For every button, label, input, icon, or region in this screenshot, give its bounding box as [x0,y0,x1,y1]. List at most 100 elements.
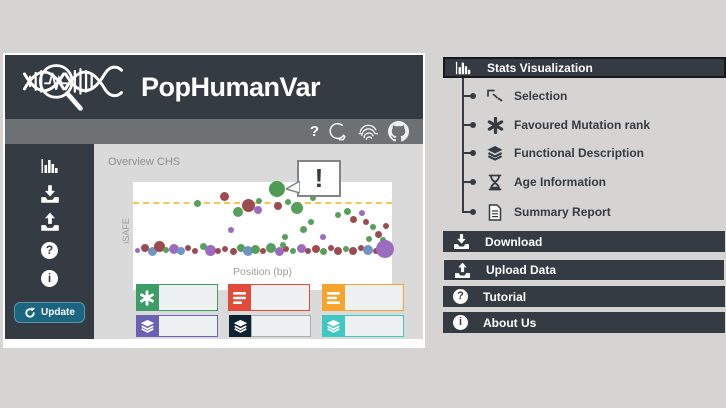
scatter-dot[interactable] [291,202,303,214]
scatter-dot[interactable] [328,245,334,251]
asterisk-tile-button[interactable] [136,284,158,311]
scatter-dot[interactable] [233,207,243,217]
menu-item-age-information[interactable]: Age Information [443,172,726,192]
callout-tail [286,181,300,193]
scatter-dot[interactable] [199,242,207,250]
scatter-dot[interactable] [204,244,216,256]
github-icon[interactable] [388,121,409,143]
scatter-dot[interactable] [335,212,341,218]
refresh-icon [25,306,36,318]
scatter-dot[interactable] [280,242,286,248]
layers-tile-button[interactable] [322,315,344,337]
scatter-dot[interactable] [256,198,262,204]
scatter-dot[interactable] [359,210,365,216]
filter-input[interactable] [344,284,404,311]
scatter-dot[interactable] [153,240,165,252]
scatter-dot[interactable] [222,246,228,252]
scatter-dot[interactable] [349,247,357,255]
scatter-dot[interactable] [343,246,349,252]
dna-magnifier-logo-icon [22,64,124,111]
layers-tile-button[interactable] [136,315,158,337]
scatter-dot[interactable] [366,236,372,242]
menu-bar-label: About Us [483,315,537,330]
scatter-dot[interactable] [241,198,255,212]
bullet-icon [470,179,476,185]
scatter-dot[interactable] [274,246,284,256]
scatter-dot[interactable] [349,215,357,223]
scatter-dot[interactable] [334,247,342,255]
scatter-dot[interactable] [193,199,201,207]
sidebar-item-info[interactable]: i [37,268,63,288]
scatter-dot[interactable] [192,248,198,254]
app-toolbar: ? [5,119,423,144]
scatter-dot[interactable] [215,248,221,254]
scatter-dot[interactable] [343,207,351,215]
scatter-dot[interactable] [370,224,376,230]
scatter-dot[interactable] [383,223,389,229]
scatter-dot[interactable] [229,247,237,255]
menu-bar-upload-data[interactable]: Upload Data [443,259,725,281]
list-tile-button[interactable] [322,284,344,311]
scatter-dot[interactable] [283,246,289,252]
scatter-dot[interactable] [320,234,326,240]
scatter-dot[interactable] [141,244,149,252]
menu-item-favoured-mutation-rank[interactable]: Favoured Mutation rank [443,115,726,135]
scatter-dot[interactable] [299,225,307,233]
scatter-dot[interactable] [285,199,291,205]
asterisk-icon [140,289,154,306]
scatter-dot[interactable] [305,248,311,254]
menu-bar-tutorial[interactable]: ? Tutorial [443,286,725,307]
scatter-dot[interactable] [374,230,382,238]
scatter-dot[interactable] [134,247,140,253]
scatter-dot[interactable] [185,245,191,251]
menu-item-selection[interactable]: Selection [443,86,726,106]
scatter-dot[interactable] [243,246,253,256]
scatter-dot[interactable] [266,243,276,253]
scatter-dot[interactable] [147,246,157,256]
menu-bar-about-us[interactable]: i About Us [443,312,725,333]
help-button[interactable]: ? [310,121,319,143]
scatter-dot[interactable] [290,248,296,254]
scatter-dot[interactable] [358,245,364,251]
scatter-dot[interactable] [296,243,306,253]
sidebar-item-stats[interactable] [37,156,63,176]
filter-input[interactable] [251,315,311,337]
profile-head-icon[interactable] [329,121,348,143]
fingerprint-icon[interactable] [358,121,378,143]
filter-group-asterisk [136,284,218,311]
scatter-dot[interactable] [250,244,260,254]
update-button[interactable]: Update [14,302,85,323]
layers-tile-button[interactable] [229,315,251,337]
scatter-dot[interactable] [363,219,369,225]
menu-item-functional-description[interactable]: Functional Description [443,143,726,163]
scatter-dot[interactable] [237,244,245,252]
highlighted-scatter-dot[interactable] [269,181,285,197]
scatter-dot[interactable] [219,191,229,201]
filter-input[interactable] [250,284,310,311]
scatter-dot[interactable] [169,244,179,254]
menu-bar-download[interactable]: Download [443,231,725,252]
filter-input[interactable] [344,315,404,337]
scatter-dot[interactable] [376,240,394,258]
scatter-dot[interactable] [274,202,282,210]
scatter-dot[interactable] [163,247,169,253]
menu-stats-visualization[interactable]: Stats Visualization [443,57,726,78]
filter-input[interactable] [158,284,218,311]
scatter-dot[interactable] [363,245,373,255]
scatter-dot[interactable] [312,245,320,253]
scatter-dot[interactable] [282,234,288,240]
scatter-dot[interactable] [319,247,327,255]
scatter-dot[interactable] [228,227,234,233]
scatter-dot[interactable] [310,195,316,201]
sidebar-item-help[interactable]: ? [37,240,63,260]
list-tile-button[interactable] [228,284,250,311]
scatter-dot[interactable] [308,219,314,225]
sidebar-item-download[interactable] [37,184,63,204]
list-icon [232,291,246,304]
sidebar-item-upload[interactable] [37,212,63,232]
scatter-dot[interactable] [260,248,266,254]
scatter-dot[interactable] [177,247,185,255]
scatter-dot[interactable] [254,206,262,214]
menu-item-summary-report[interactable]: Summary Report [443,202,726,222]
filter-input[interactable] [158,315,218,337]
